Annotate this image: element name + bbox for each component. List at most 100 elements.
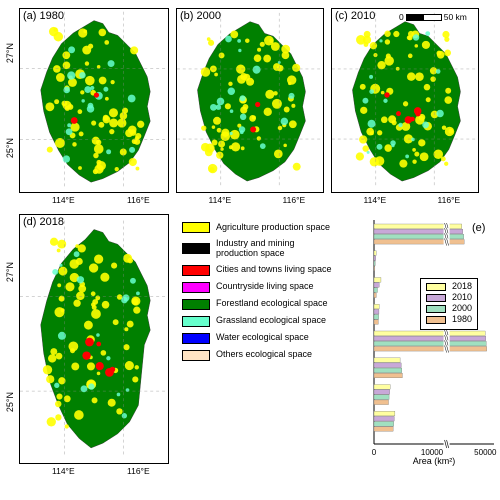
legend-item-countryside: Countryside living space <box>182 282 336 293</box>
bar-svg: 01000050000Area (km²) <box>374 220 494 464</box>
bar-industry-y1980 <box>374 266 375 271</box>
bar-forest-y2018 <box>374 331 485 336</box>
lon-tick: 114°E <box>52 466 75 476</box>
panel-2010 <box>331 8 479 193</box>
legend-label: Grassland ecological space <box>216 316 326 326</box>
svg-text:Area (km²): Area (km²) <box>413 456 456 466</box>
legend-item-cities: Cities and towns living space <box>182 265 336 276</box>
legend-item-others: Others ecological space <box>182 350 336 361</box>
svg-text:50000: 50000 <box>474 448 497 457</box>
bar-industry-y2018 <box>374 251 376 256</box>
swatch-countryside <box>182 282 210 293</box>
bar-agriculture-y1980 <box>374 239 464 244</box>
legend-label: Countryside living space <box>216 282 314 292</box>
year-label: 2018 <box>452 282 472 292</box>
bar-cities-y2010 <box>374 283 379 288</box>
category-legend: Agriculture production space Industry an… <box>182 222 336 367</box>
bar-grassland-y1980 <box>374 373 402 378</box>
bar-water-y2000 <box>374 395 389 400</box>
figure-root: (a) 1980 (b) 2000 (c) 2010 (d) 2018 0 50… <box>0 0 500 500</box>
bar-industry-y2000 <box>374 261 375 266</box>
legend-label: Cities and towns living space <box>216 265 332 275</box>
legend-item-forest: Forestland ecological space <box>182 299 336 310</box>
scale-0: 0 <box>399 12 404 22</box>
legend-item-industry: Industry and mining production space <box>182 239 336 259</box>
swatch-cities <box>182 265 210 276</box>
lon-tick: 114°E <box>209 195 232 205</box>
panel-label-e: (e) <box>472 222 485 234</box>
year-swatch <box>426 305 446 313</box>
map-1980 <box>20 9 168 192</box>
year-label: 1980 <box>452 315 472 325</box>
bar-cities-y2000 <box>374 288 377 293</box>
swatch-water <box>182 333 210 344</box>
scale-seg <box>406 14 424 21</box>
swatch-industry <box>182 243 210 254</box>
panel-2000 <box>176 8 324 193</box>
panel-label-d: (d) 2018 <box>23 216 64 228</box>
bar-forest-y2010 <box>374 336 486 341</box>
lon-tick: 116°E <box>127 195 150 205</box>
swatch-grassland <box>182 316 210 327</box>
svg-text:0: 0 <box>372 448 377 457</box>
lon-tick: 114°E <box>364 195 387 205</box>
bar-others-y2018 <box>374 411 395 416</box>
bar-water-y2010 <box>374 390 390 395</box>
panel-1980 <box>19 8 169 193</box>
legend-label: Forestland ecological space <box>216 299 328 309</box>
bar-water-y2018 <box>374 385 390 390</box>
panel-2018 <box>19 214 169 464</box>
year-legend-2010: 2010 <box>426 293 472 303</box>
bar-forest-y2000 <box>374 341 486 346</box>
year-legend-2000: 2000 <box>426 304 472 314</box>
scale-seg2 <box>424 14 442 21</box>
map-2000 <box>177 9 323 192</box>
legend-item-grassland: Grassland ecological space <box>182 316 336 327</box>
bar-grassland-y2010 <box>374 363 401 368</box>
swatch-others <box>182 350 210 361</box>
lon-tick: 114°E <box>52 195 75 205</box>
bar-cities-y1980 <box>374 293 376 298</box>
map-2018 <box>20 215 168 463</box>
map-2010 <box>332 9 478 192</box>
legend-label: Water ecological space <box>216 333 309 343</box>
legend-label: Others ecological space <box>216 350 312 360</box>
year-swatch <box>426 316 446 324</box>
bar-agriculture-y2000 <box>374 234 464 239</box>
lon-tick: 116°E <box>283 195 306 205</box>
bar-cities-y2018 <box>374 278 381 283</box>
lon-tick: 116°E <box>438 195 461 205</box>
bar-countryside-y2000 <box>374 315 379 320</box>
legend-item-water: Water ecological space <box>182 333 336 344</box>
lat-25: 25°N <box>5 138 15 158</box>
scale-50: 50 km <box>444 12 467 22</box>
legend-item-agriculture: Agriculture production space <box>182 222 336 233</box>
lon-tick: 116°E <box>127 466 150 476</box>
lat-25-d: 25°N <box>5 392 15 412</box>
panel-label-a: (a) 1980 <box>23 10 64 22</box>
year-label: 2000 <box>452 304 472 314</box>
bar-countryside-y1980 <box>374 320 378 325</box>
year-legend: 2018 2010 2000 1980 <box>420 278 478 330</box>
bar-forest-y1980 <box>374 346 487 351</box>
panel-label-c: (c) 2010 <box>335 10 375 22</box>
bar-others-y2000 <box>374 422 394 427</box>
year-label: 2010 <box>452 293 472 303</box>
bar-grassland-y2000 <box>374 368 402 373</box>
legend-label: Industry and mining production space <box>216 239 336 259</box>
legend-label: Agriculture production space <box>216 223 330 233</box>
bar-countryside-y2010 <box>374 309 379 314</box>
bar-industry-y2010 <box>374 256 376 261</box>
panel-label-b: (b) 2000 <box>180 10 221 22</box>
bar-countryside-y2018 <box>374 304 379 309</box>
bar-others-y1980 <box>374 427 393 432</box>
lat-27: 27°N <box>5 43 15 63</box>
bar-grassland-y2018 <box>374 358 400 363</box>
swatch-agriculture <box>182 222 210 233</box>
year-legend-1980: 1980 <box>426 315 472 325</box>
lat-27-d: 27°N <box>5 262 15 282</box>
scale-bar: 0 50 km <box>399 12 467 22</box>
year-legend-2018: 2018 <box>426 282 472 292</box>
year-swatch <box>426 294 446 302</box>
bar-water-y1980 <box>374 400 389 405</box>
